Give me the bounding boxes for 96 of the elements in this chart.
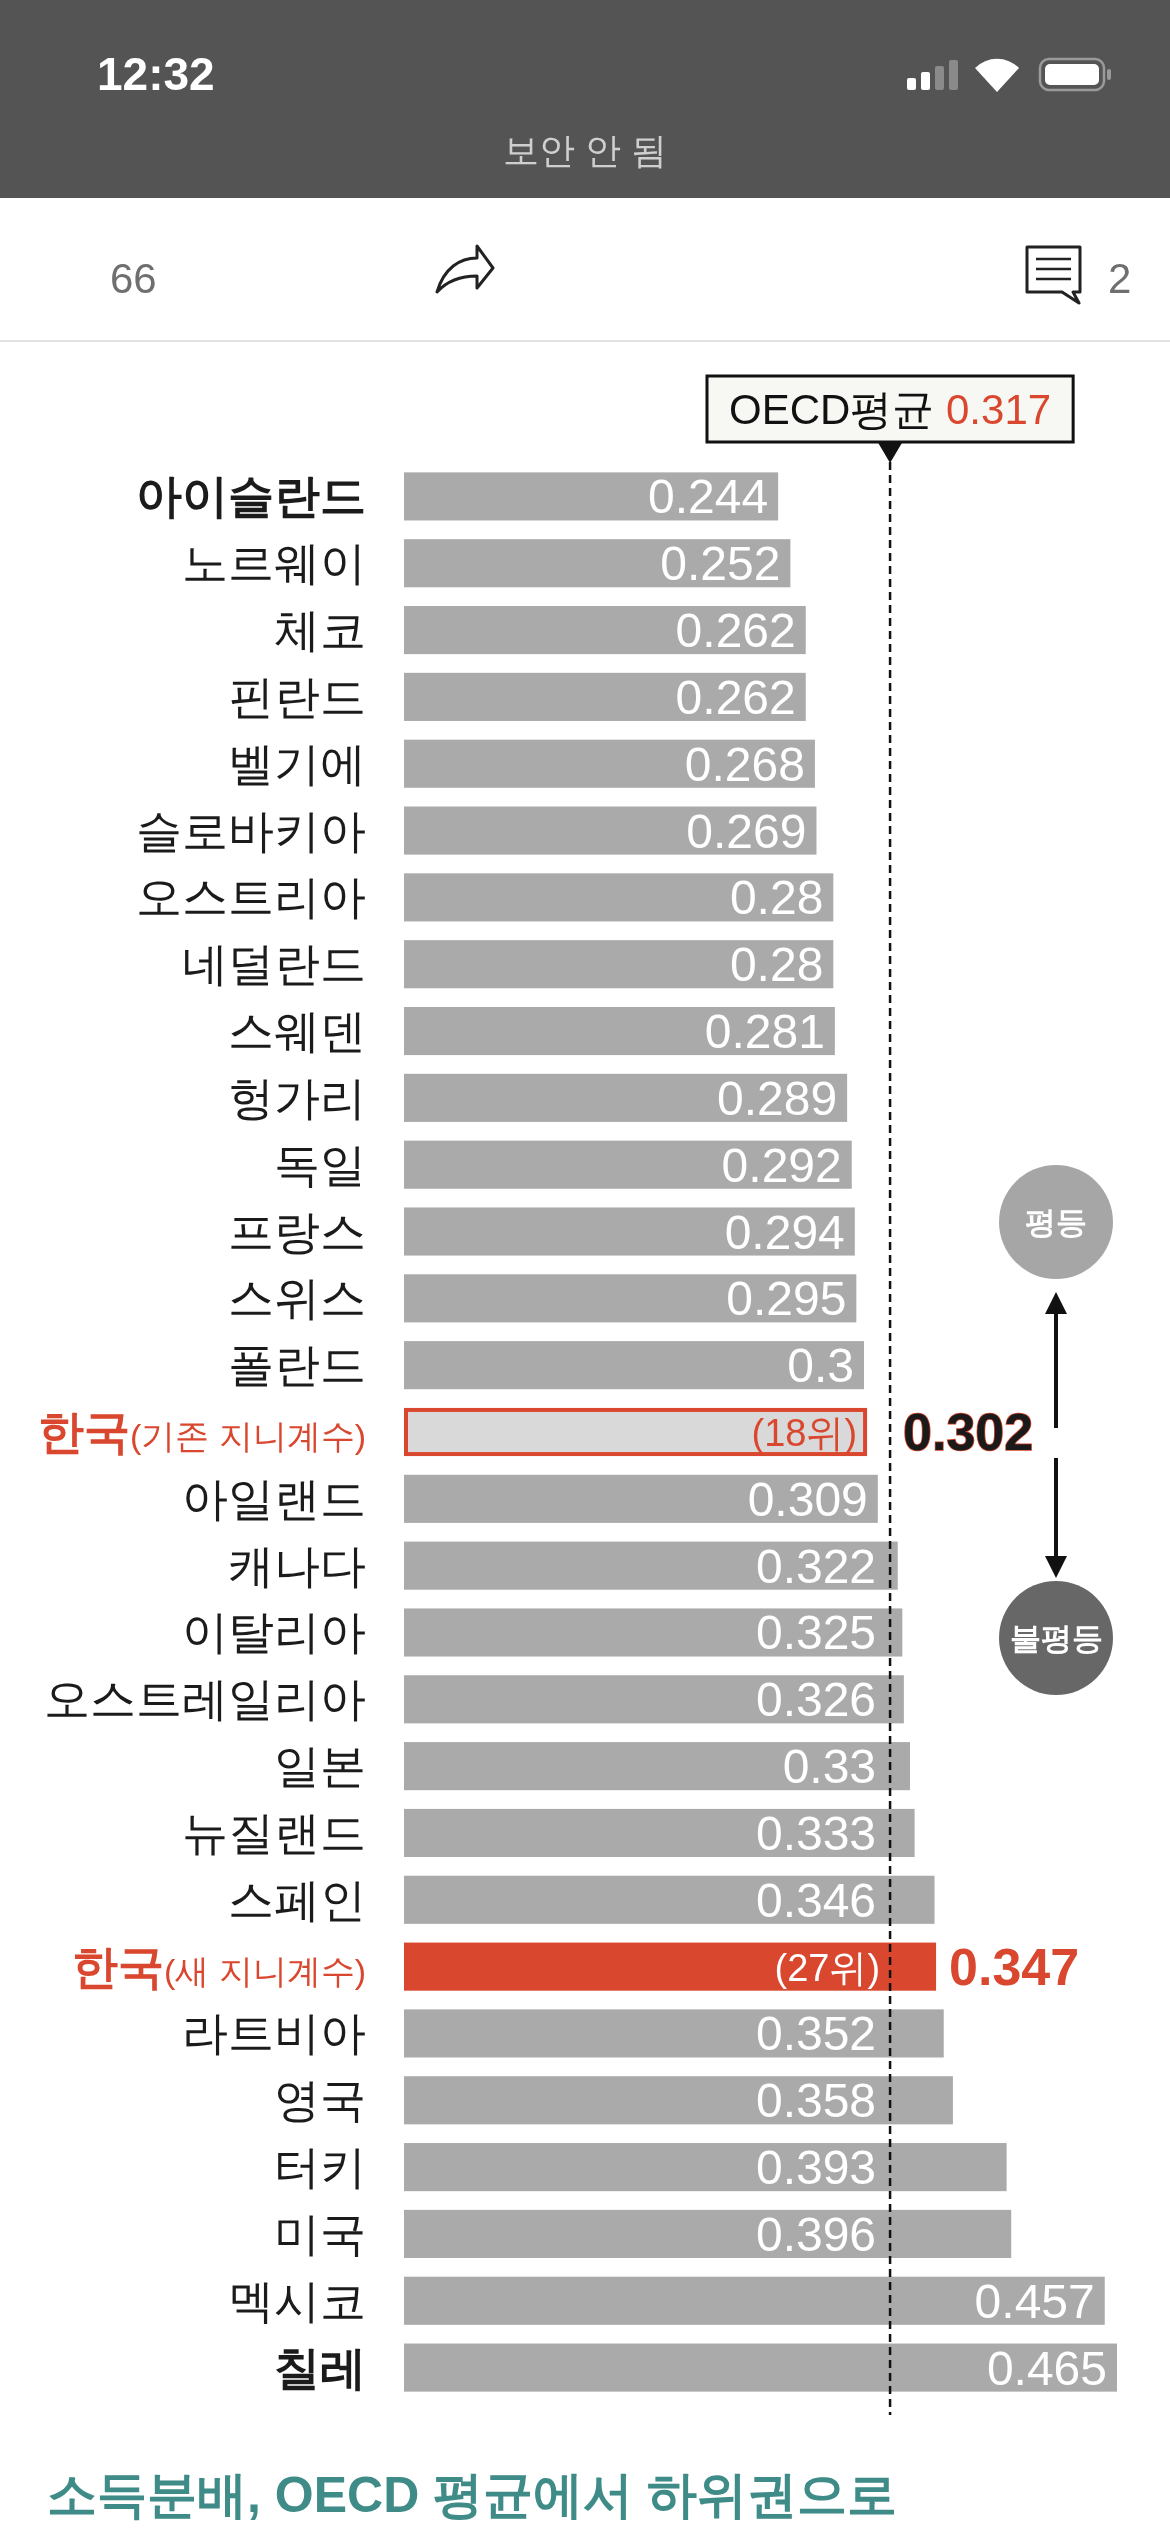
y-tick-label: 터키 bbox=[274, 2141, 366, 2194]
data-label: 0.322 bbox=[755, 1539, 877, 1593]
y-tick-label: 오스트레일리아 bbox=[44, 1673, 366, 1726]
bar bbox=[404, 1808, 915, 1858]
y-tick-label: 미국 bbox=[274, 2207, 366, 2260]
annotation: 불평등 bbox=[1009, 1621, 1103, 1656]
data-label: 0.262 bbox=[675, 604, 796, 658]
data-label: 0.294 bbox=[724, 1205, 845, 1259]
y-tick-label: 한국(기존 지니계수) bbox=[37, 1406, 366, 1458]
data-label: 0.347 bbox=[949, 1937, 1080, 1996]
bar bbox=[404, 940, 834, 989]
bar bbox=[404, 1274, 857, 1323]
data-label: 0.457 bbox=[974, 2274, 1095, 2328]
bar bbox=[404, 873, 834, 922]
data-label: 0.333 bbox=[755, 1806, 877, 1860]
data-label: 0.352 bbox=[755, 2007, 877, 2061]
y-tick-label: 프랑스 bbox=[228, 1205, 366, 1258]
data-label: 0.393 bbox=[755, 2141, 877, 2195]
y-tick-label: 노르웨이 bbox=[182, 537, 366, 590]
y-tick-label: 아이슬란드 bbox=[136, 470, 366, 523]
text: 12:32 bbox=[97, 48, 215, 100]
text: 보안 안 됨 bbox=[502, 130, 668, 171]
bar bbox=[404, 672, 806, 721]
bar bbox=[404, 539, 791, 588]
y-tick-label: 스웨덴 bbox=[228, 1005, 366, 1058]
bar bbox=[404, 1140, 852, 1189]
data-label: 0.3 bbox=[787, 1339, 854, 1393]
data-label: 0.289 bbox=[717, 1071, 838, 1125]
bar bbox=[404, 1675, 904, 1724]
data-label: 0.326 bbox=[755, 1673, 877, 1727]
bar bbox=[404, 2076, 953, 2125]
bar bbox=[404, 739, 815, 788]
y-tick-label: 벨기에 bbox=[228, 737, 366, 790]
y-tick-label: 핀란드 bbox=[228, 670, 366, 723]
bar bbox=[404, 1341, 864, 1390]
bar bbox=[404, 1742, 910, 1791]
data-label: 0.268 bbox=[684, 737, 805, 791]
data-label: 0.325 bbox=[755, 1606, 877, 1660]
y-tick-label: 오스트리아 bbox=[136, 871, 366, 924]
data-label: 0.309 bbox=[747, 1472, 868, 1526]
bar bbox=[404, 2343, 1117, 2392]
bar bbox=[404, 2276, 1105, 2325]
y-tick-label: 체코 bbox=[274, 604, 366, 657]
bar bbox=[404, 1942, 937, 1991]
data-label: 0.465 bbox=[986, 2341, 1107, 2395]
text: 소득분배, OECD 평균에서 하위권으로 bbox=[47, 2467, 898, 2523]
bar bbox=[404, 1207, 855, 1256]
data-label: 0.244 bbox=[648, 470, 769, 524]
bar bbox=[404, 2143, 1007, 2192]
y-tick-label: 라트비아 bbox=[182, 2007, 366, 2060]
data-label: 0.33 bbox=[782, 1740, 877, 1794]
y-tick-label: 슬로바키아 bbox=[136, 804, 366, 857]
bar bbox=[404, 1006, 835, 1056]
y-tick-label: 아일랜드 bbox=[182, 1472, 366, 1525]
data-label: 0.396 bbox=[755, 2207, 877, 2261]
data-label: 0.281 bbox=[704, 1005, 825, 1059]
text: 66 bbox=[110, 255, 157, 302]
annotation: (27위) bbox=[774, 1946, 881, 1989]
text: 2 bbox=[1108, 255, 1132, 302]
bar bbox=[404, 1073, 848, 1122]
y-tick-label: 스페인 bbox=[228, 1873, 366, 1926]
y-tick-label: 뉴질랜드 bbox=[182, 1806, 366, 1859]
data-label: 0.295 bbox=[726, 1272, 847, 1326]
bar bbox=[404, 806, 817, 855]
data-label: 0.302 bbox=[903, 1403, 1034, 1461]
bar bbox=[404, 1875, 935, 1924]
data-label: 0.252 bbox=[660, 537, 781, 591]
data-label: 0.28 bbox=[729, 938, 824, 992]
y-tick-label: 캐나다 bbox=[228, 1539, 366, 1592]
y-tick-label: 이탈리아 bbox=[182, 1606, 366, 1659]
bar bbox=[404, 1541, 898, 1590]
data-label: 0.292 bbox=[721, 1138, 842, 1192]
bar bbox=[404, 2009, 944, 2058]
y-tick-label: 멕시코 bbox=[228, 2274, 366, 2327]
annotation: 평등 bbox=[1025, 1205, 1087, 1240]
bar bbox=[404, 1474, 878, 1523]
y-tick-label: 일본 bbox=[274, 1740, 366, 1793]
data-label: 0.262 bbox=[675, 670, 796, 724]
bar bbox=[404, 2209, 1012, 2258]
y-tick-label: 한국(새 지니계수) bbox=[71, 1940, 366, 1993]
bar bbox=[404, 1608, 903, 1657]
bar bbox=[404, 472, 779, 521]
y-tick-label: 스위스 bbox=[228, 1272, 366, 1325]
y-tick-label: 독일 bbox=[274, 1138, 366, 1191]
ref-line-label: OECD평균 0.317 bbox=[729, 386, 1052, 433]
y-tick-label: 영국 bbox=[274, 2074, 366, 2127]
annotation: (18위) bbox=[751, 1412, 858, 1454]
data-label: 0.358 bbox=[755, 2074, 877, 2128]
y-tick-label: 폴란드 bbox=[228, 1339, 366, 1392]
data-label: 0.28 bbox=[729, 871, 824, 925]
data-label: 0.269 bbox=[686, 804, 807, 858]
data-label: 0.346 bbox=[755, 1873, 877, 1927]
bar bbox=[404, 606, 806, 655]
y-tick-label: 칠레 bbox=[274, 2341, 366, 2394]
y-tick-label: 네덜란드 bbox=[182, 938, 366, 991]
y-tick-label: 헝가리 bbox=[228, 1071, 366, 1124]
